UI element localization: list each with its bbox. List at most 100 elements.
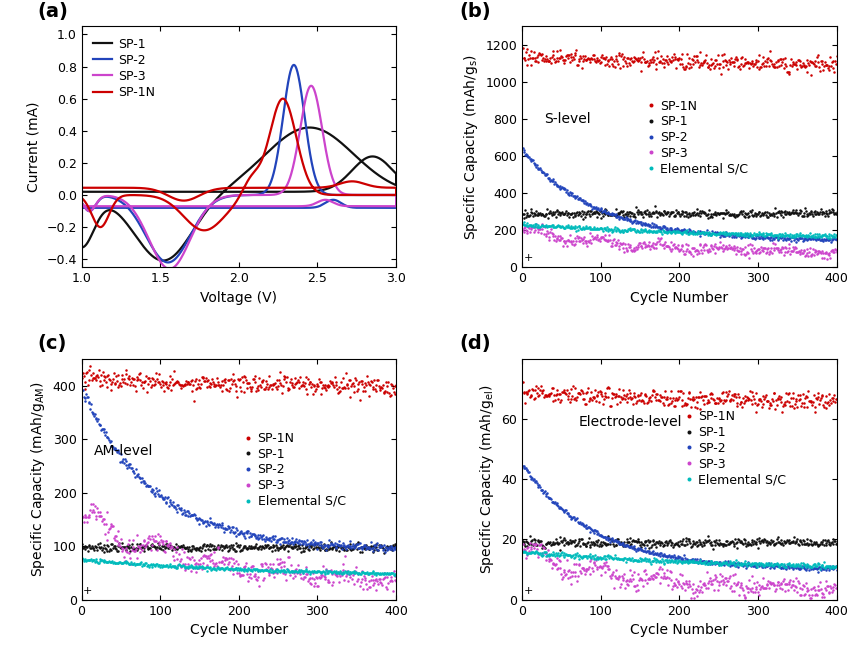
SP-1 [158, 256, 168, 264]
Legend: SP-1N, SP-1, SP-2, SP-3, Elemental S/C: SP-1N, SP-1, SP-2, SP-3, Elemental S/C [642, 94, 753, 181]
SP-3 [536, 220, 547, 228]
SP-1N [517, 378, 528, 386]
SP-1 [621, 538, 631, 546]
Elemental S/C [115, 558, 125, 566]
SP-3 [383, 191, 393, 199]
SP-1 [391, 541, 402, 549]
SP-2 [288, 61, 299, 69]
Elemental S/C [815, 565, 825, 573]
SP-2 [366, 191, 377, 199]
SP-1N [715, 59, 725, 67]
SP-2 [744, 233, 754, 241]
SP-1 [650, 202, 660, 210]
SP-1 [76, 188, 87, 196]
SP-2 [555, 185, 565, 193]
Y-axis label: Current (mA): Current (mA) [27, 101, 40, 192]
Elemental S/C [831, 563, 842, 571]
SP-1 [305, 542, 316, 550]
Line: SP-3: SP-3 [522, 542, 837, 600]
Line: SP-1: SP-1 [522, 534, 837, 551]
SP-1 [305, 124, 315, 132]
SP-1N [116, 382, 126, 389]
SP-1N [76, 184, 87, 192]
SP-3 [525, 539, 535, 547]
SP-3 [275, 556, 286, 563]
Elemental S/C [531, 547, 541, 555]
SP-3 [831, 248, 842, 256]
Text: +: + [83, 586, 93, 596]
SP-1 [556, 537, 566, 545]
SP-2 [209, 204, 220, 212]
SP-3 [165, 265, 175, 273]
SP-1 [94, 188, 105, 196]
SP-2 [116, 450, 126, 458]
SP-1N [831, 395, 842, 403]
SP-3 [180, 566, 190, 574]
SP-2 [642, 221, 652, 229]
Elemental S/C [745, 561, 755, 569]
SP-1 [716, 540, 727, 548]
SP-3 [88, 500, 99, 508]
Text: +: + [523, 253, 533, 263]
SP-1N [180, 380, 190, 387]
SP-1 [275, 544, 285, 552]
SP-2 [77, 386, 88, 394]
SP-1N [94, 184, 105, 192]
X-axis label: Voltage (V): Voltage (V) [200, 291, 277, 304]
SP-3 [94, 202, 105, 210]
SP-1N [307, 380, 317, 388]
Line: SP-3: SP-3 [81, 503, 397, 592]
Line: SP-1N: SP-1N [522, 47, 837, 76]
SP-2 [517, 462, 528, 470]
SP-1 [77, 540, 88, 548]
SP-1N [642, 57, 652, 65]
Elemental S/C [745, 229, 755, 237]
Elemental S/C [746, 231, 757, 239]
SP-1 [517, 538, 528, 546]
Text: +: + [523, 586, 533, 596]
SP-1 [746, 540, 756, 548]
Text: S-level: S-level [544, 112, 590, 126]
SP-3 [116, 535, 126, 543]
Y-axis label: Specific Capacity (mAh/g$_\mathrm{AM}$): Specific Capacity (mAh/g$_\mathrm{AM}$) [29, 382, 47, 577]
SP-3 [745, 241, 755, 248]
Elemental S/C [517, 548, 528, 556]
Legend: SP-1N, SP-1, SP-2, SP-3, Elemental S/C: SP-1N, SP-1, SP-2, SP-3, Elemental S/C [239, 427, 351, 513]
SP-1 [831, 208, 842, 216]
SP-3 [76, 198, 87, 206]
SP-3 [366, 191, 377, 199]
SP-2 [745, 561, 755, 569]
SP-2 [380, 548, 390, 556]
Legend: SP-1, SP-2, SP-3, SP-1N: SP-1, SP-2, SP-3, SP-1N [88, 32, 160, 104]
SP-1 [746, 208, 756, 215]
SP-1 [643, 210, 653, 218]
SP-2 [108, 194, 118, 202]
SP-2 [78, 386, 88, 393]
Elemental S/C [716, 561, 726, 569]
Line: SP-1: SP-1 [81, 540, 397, 555]
SP-2 [517, 144, 528, 152]
Elemental S/C [305, 569, 316, 577]
SP-3 [716, 571, 727, 579]
Text: (b): (b) [459, 2, 491, 20]
SP-2 [620, 542, 631, 550]
Elemental S/C [831, 231, 842, 239]
SP-1N [391, 380, 402, 388]
SP-2 [163, 258, 173, 266]
SP-1 [831, 539, 842, 547]
SP-1N [276, 382, 287, 389]
SP-2 [643, 547, 653, 555]
SP-2 [826, 238, 837, 246]
Y-axis label: Specific Capacity (mAh/g$_\mathrm{el}$): Specific Capacity (mAh/g$_\mathrm{el}$) [478, 384, 496, 574]
Elemental S/C [556, 549, 566, 557]
SP-1 [326, 538, 336, 546]
SP-1 [383, 177, 393, 185]
SP-1N [199, 226, 209, 234]
SP-2 [746, 231, 756, 239]
Elemental S/C [643, 227, 653, 235]
SP-3 [686, 594, 696, 602]
Elemental S/C [643, 557, 653, 565]
SP-1 [620, 210, 631, 218]
SP-1 [94, 188, 105, 196]
Y-axis label: Specific Capacity (mAh/g$_\mathrm{s}$): Specific Capacity (mAh/g$_\mathrm{s}$) [462, 54, 480, 240]
